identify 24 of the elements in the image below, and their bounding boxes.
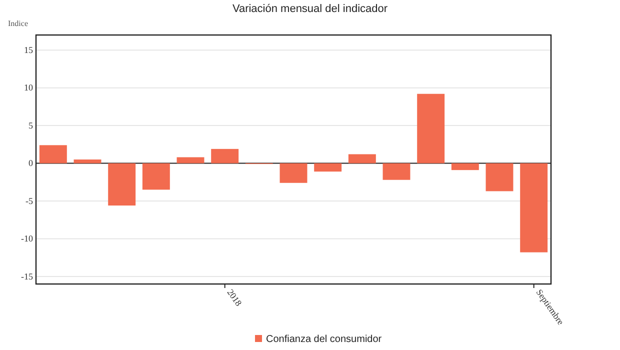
y-tick-label: 10 <box>24 82 34 93</box>
y-tick-label: 15 <box>24 44 34 55</box>
y-tick-label: 0 <box>28 158 34 168</box>
y-axis-title: Indice <box>8 19 28 28</box>
bar <box>417 94 445 164</box>
bar <box>314 163 342 172</box>
bar <box>486 163 514 192</box>
chart-title: Variación mensual del indicador <box>232 3 388 15</box>
legend-label: Confianza del consumidor <box>266 334 382 345</box>
y-tick-label: -5 <box>26 196 34 206</box>
bar <box>176 157 204 164</box>
bar <box>280 163 308 183</box>
bar <box>382 163 410 180</box>
bar <box>211 148 239 164</box>
bar <box>74 160 102 164</box>
y-tick-label: -10 <box>21 234 34 244</box>
bar <box>39 145 67 164</box>
bar <box>108 163 136 206</box>
bar <box>142 163 170 190</box>
bar <box>348 154 376 164</box>
bar <box>520 163 548 252</box>
bar <box>451 163 479 170</box>
y-tick-label: 5 <box>28 120 34 130</box>
y-tick-label: -15 <box>21 271 34 282</box>
